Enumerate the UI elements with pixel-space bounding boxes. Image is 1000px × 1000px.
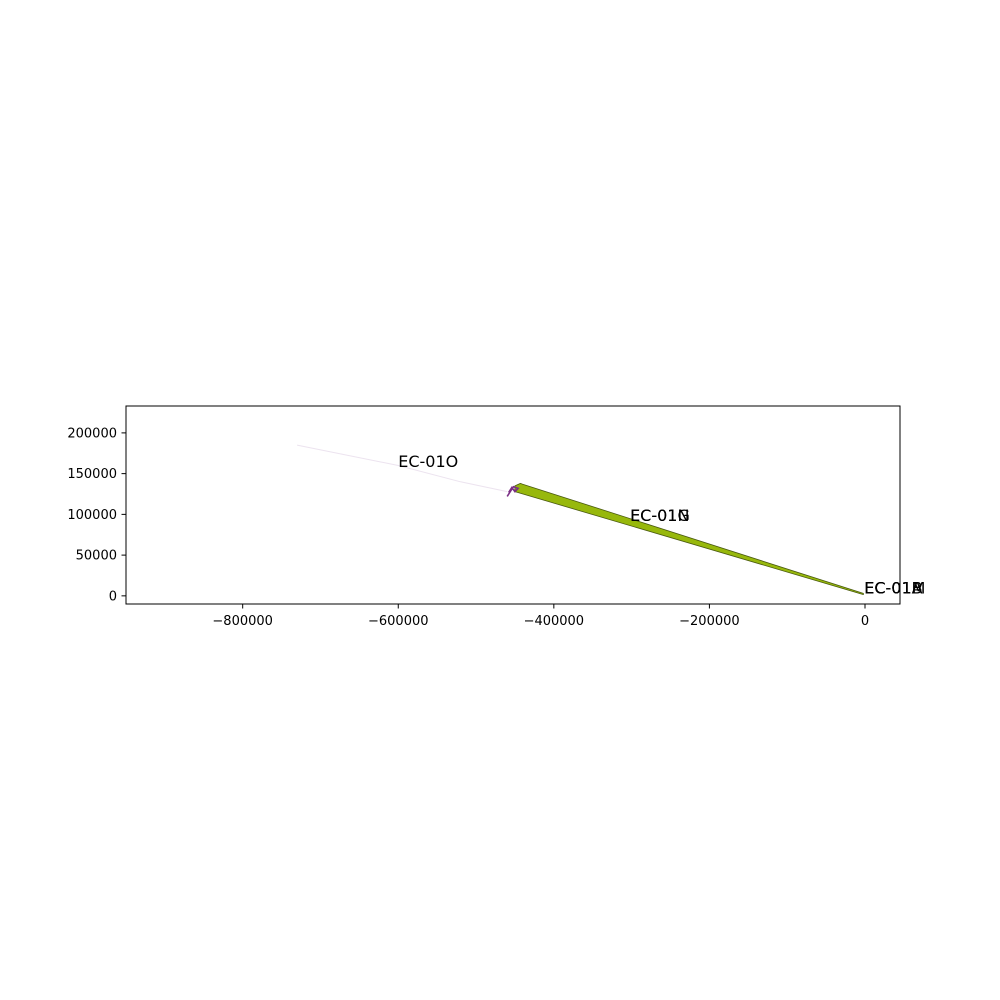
point-label: EC-01O bbox=[398, 452, 458, 471]
green-band bbox=[514, 482, 864, 595]
data-layer bbox=[297, 444, 864, 595]
y-axis: 0 50000 100000 150000 200000 bbox=[67, 426, 126, 604]
point-label: EC-01A bbox=[864, 578, 922, 597]
y-tick-label: 150000 bbox=[67, 467, 117, 482]
x-tick-label: −400000 bbox=[524, 614, 585, 629]
point-label: EC-01G bbox=[630, 506, 690, 525]
y-tick-label: 50000 bbox=[76, 549, 117, 564]
point-label: EC-01B bbox=[864, 578, 922, 597]
point-label: EC-01N bbox=[630, 506, 689, 525]
point-label: EC-01M bbox=[864, 578, 925, 597]
purple-cluster bbox=[506, 485, 520, 497]
x-tick-label: −600000 bbox=[368, 614, 429, 629]
EC-01O-trail bbox=[297, 444, 508, 493]
x-tick-label: 0 bbox=[861, 614, 869, 629]
x-axis: −800000 −600000 −400000 −200000 0 bbox=[212, 604, 869, 629]
axes-frame bbox=[125, 405, 901, 605]
y-tick-label: 100000 bbox=[67, 508, 117, 523]
x-tick-label: −800000 bbox=[212, 614, 273, 629]
x-tick-label: −200000 bbox=[679, 614, 740, 629]
y-tick-label: 200000 bbox=[67, 426, 117, 441]
y-tick-label: 0 bbox=[109, 589, 117, 604]
